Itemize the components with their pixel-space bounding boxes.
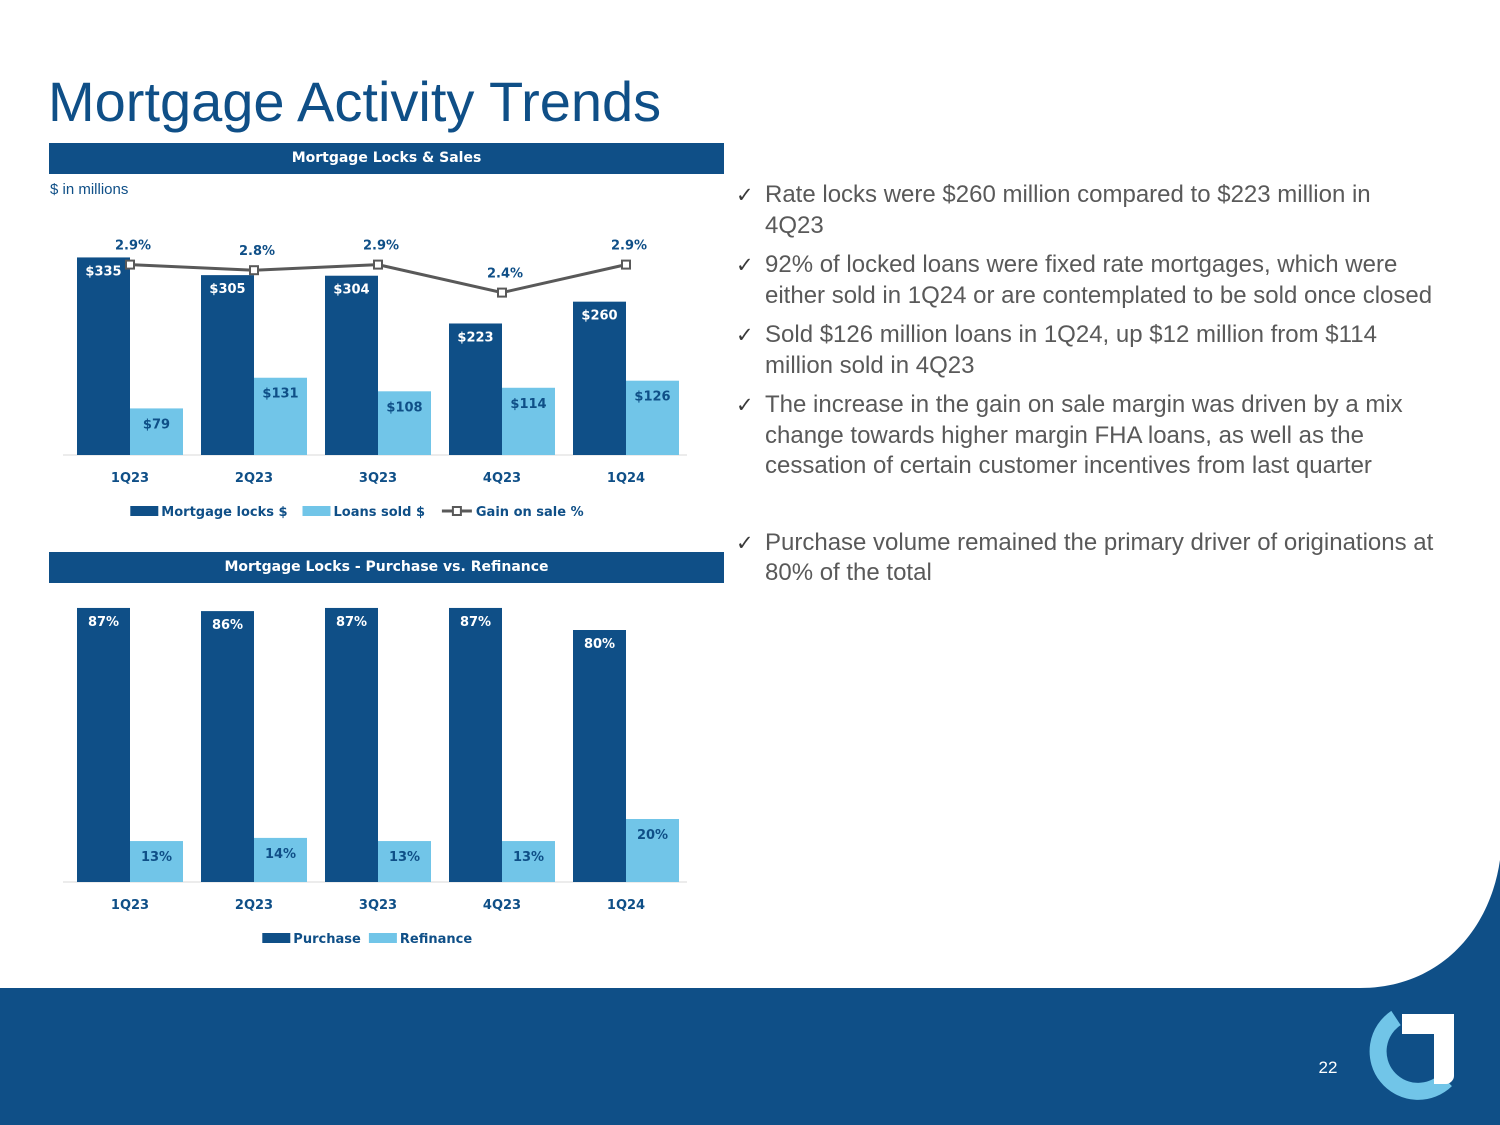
page-title: Mortgage Activity Trends <box>48 70 662 133</box>
checkmark-icon: ✓ <box>736 253 754 277</box>
data-label: 87% <box>460 615 491 630</box>
x-tick-label: 4Q23 <box>483 471 521 486</box>
bar-mortgage-locks-3q23 <box>325 275 378 455</box>
gain-on-sale-marker <box>621 259 631 270</box>
data-label: 20% <box>637 828 668 843</box>
bar-loans-sold-2q23 <box>254 377 307 455</box>
data-label: $131 <box>262 387 298 402</box>
gain-on-sale-label: 2.9% <box>115 239 151 254</box>
bar-purchase1q23 <box>77 607 130 882</box>
data-label: $126 <box>634 390 670 405</box>
chart1-header: Mortgage Locks & Sales <box>49 143 724 174</box>
x-tick-label: 3Q23 <box>359 898 397 913</box>
gain-on-sale-marker <box>497 287 507 298</box>
bullet-text: 92% of locked loans were fixed rate mort… <box>765 251 1433 309</box>
legend-label: Refinance <box>400 932 472 947</box>
gain-on-sale-marker <box>125 259 135 270</box>
x-tick-label: 2Q23 <box>235 471 273 486</box>
legend-label: Mortgage locks $ <box>161 505 287 520</box>
mortgage-locks-sales-chart: $335 $79 1Q23 $305 $131 2Q23 $304 $108 3Q23 $223 $… <box>63 239 687 520</box>
bar-purchase4q23 <box>449 607 502 882</box>
bullet-item: ✓ Sold $126 million loans in 1Q24, up $12… <box>734 320 1434 381</box>
bar-refinance3q23 <box>378 841 431 882</box>
bar-refinance1q24 <box>626 819 679 882</box>
legend-swatch <box>262 933 291 943</box>
bar-refinance2q23 <box>254 837 307 882</box>
data-label: 87% <box>336 615 367 630</box>
data-label: $260 <box>581 309 617 324</box>
x-tick-label: 4Q23 <box>483 898 521 913</box>
bar-mortgage-locks-4q23 <box>449 323 502 455</box>
bullet-text: Purchase volume remained the primary dri… <box>765 528 1434 587</box>
bullet-text: Sold $126 million loans in 1Q24, up $12 … <box>765 321 1377 379</box>
bullet-item: ✓ 92% of locked loans were fixed rate mor… <box>734 250 1434 311</box>
data-label: 14% <box>265 847 296 862</box>
gain-on-sale-marker <box>249 265 259 276</box>
checkmark-icon: ✓ <box>736 323 754 347</box>
chart2-header: Mortgage Locks - Purchase vs. Refinance <box>49 552 724 583</box>
bar-mortgage-locks-2q23 <box>201 275 254 455</box>
bullet-text: Rate locks were $260 million compared to… <box>765 181 1371 239</box>
bar-mortgage-locks-1q24 <box>573 301 626 455</box>
data-label: $304 <box>333 283 369 298</box>
data-label: 13% <box>513 850 544 865</box>
bar-loans-sold-1q24 <box>626 380 679 455</box>
bullet-item: ✓ Rate locks were $260 million compared t… <box>734 180 1434 241</box>
bar-loans-sold-4q23 <box>502 387 555 455</box>
checkmark-icon: ✓ <box>736 183 754 207</box>
x-tick-label: 1Q24 <box>607 898 645 913</box>
bar-refinance4q23 <box>502 841 555 882</box>
gain-on-sale-marker <box>373 259 383 270</box>
gain-on-sale-label: 2.8% <box>239 244 275 259</box>
company-logo-icon <box>1369 1010 1454 1100</box>
bar-loans-sold-1q23 <box>130 408 183 455</box>
x-tick-label: 3Q23 <box>359 471 397 486</box>
data-label: $223 <box>457 330 493 345</box>
bar-refinance1q23 <box>130 841 183 882</box>
data-label: 80% <box>584 637 615 652</box>
data-label: $335 <box>85 264 121 279</box>
bullet-item: ✓ Purchase volume remained the primary dr… <box>734 528 1434 589</box>
x-tick-label: 1Q24 <box>607 471 645 486</box>
bar-purchase1q24 <box>573 630 626 882</box>
bar-purchase3q23 <box>325 607 378 882</box>
data-label: 86% <box>212 618 243 633</box>
bar-loans-sold-3q23 <box>378 391 431 455</box>
legend-label: Loans sold $ <box>334 505 426 520</box>
legend-swatch <box>302 506 331 516</box>
data-label: $108 <box>386 400 422 415</box>
legend-swatch <box>368 933 397 943</box>
units-note: $ in millions <box>50 181 129 198</box>
bar-mortgage-locks-1q23 <box>77 257 130 455</box>
data-label: $305 <box>209 282 245 297</box>
data-label: 87% <box>88 615 119 630</box>
legend-swatch <box>130 506 159 516</box>
x-tick-label: 1Q23 <box>111 898 149 913</box>
data-label: 13% <box>389 850 420 865</box>
checkmark-icon: ✓ <box>736 530 754 555</box>
legend-label: Gain on sale % <box>476 505 584 520</box>
data-label: 13% <box>141 850 172 865</box>
bullet-text: The increase in the gain on sale margin … <box>765 391 1403 479</box>
x-tick-label: 2Q23 <box>235 898 273 913</box>
checkmark-icon: ✓ <box>736 393 754 417</box>
gain-on-sale-label: 2.9% <box>611 239 647 254</box>
x-tick-label: 1Q23 <box>111 471 149 486</box>
purchase-refinance-chart: 87% 13% 1Q23 86% 14% 2Q23 87% 13% 3Q23 87% 13% 4Q23… <box>63 607 687 947</box>
gain-on-sale-label: 2.4% <box>487 267 523 282</box>
bullet-list: ✓ Rate locks were $260 million compared t… <box>734 180 1434 589</box>
bar-purchase2q23 <box>201 611 254 882</box>
page-number: 22 <box>1318 1058 1338 1077</box>
legend-marker-swatch <box>451 506 462 516</box>
data-label: $114 <box>510 397 546 412</box>
legend-label: Purchase <box>293 932 361 947</box>
data-label: $79 <box>143 417 170 432</box>
gain-on-sale-label: 2.9% <box>363 239 399 254</box>
bullet-item: ✓ The increase in the gain on sale margin… <box>734 390 1434 482</box>
